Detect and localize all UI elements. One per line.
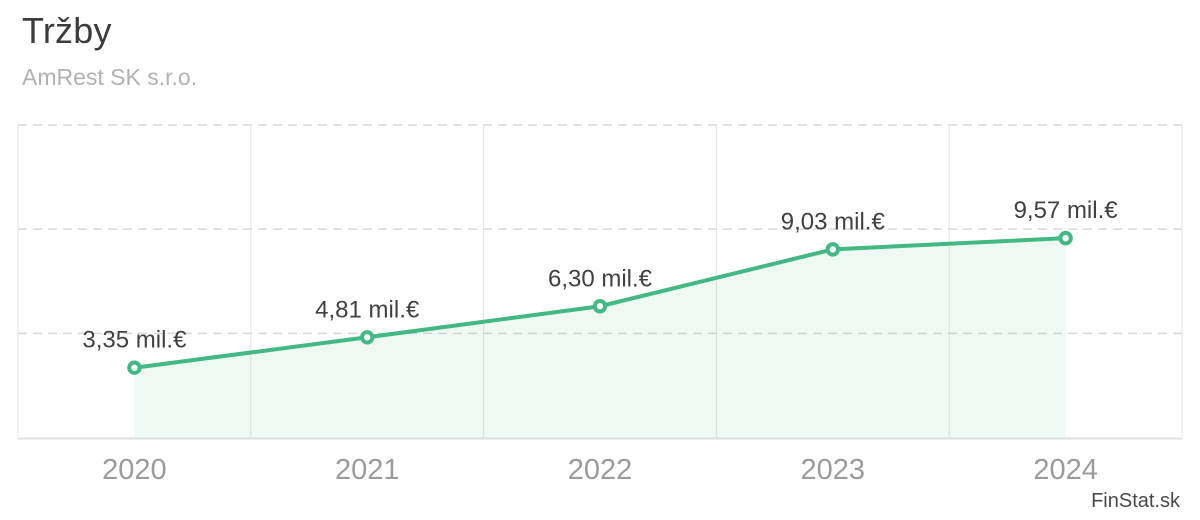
finstat-watermark-link[interactable]: FinStat.sk [1091,490,1180,512]
data-point-marker-2023[interactable] [825,242,840,257]
company-name-subtitle: AmRest SK s.r.o. [22,64,198,90]
x-axis-label-2024: 2024 [1033,454,1098,486]
x-axis-label-2020: 2020 [102,454,167,486]
data-point-marker-2021[interactable] [360,330,375,345]
point-value-label: 3,35 mil.€ [82,327,187,354]
x-axis-label-2022: 2022 [568,454,633,486]
point-value-label: 9,57 mil.€ [1014,197,1119,224]
data-point-marker-2020[interactable] [127,360,142,375]
data-point-marker-2024[interactable] [1058,230,1073,246]
x-axis-label-2021: 2021 [335,454,400,486]
series-area-fill [134,238,1066,438]
point-value-label: 6,30 mil.€ [548,265,653,292]
x-axis-label-2023: 2023 [801,454,866,486]
point-value-label: 4,81 mil.€ [315,296,420,323]
page-title: Tržby [22,10,112,51]
data-point-marker-2022[interactable] [592,299,608,314]
point-value-label: 9,03 mil.€ [781,208,886,235]
